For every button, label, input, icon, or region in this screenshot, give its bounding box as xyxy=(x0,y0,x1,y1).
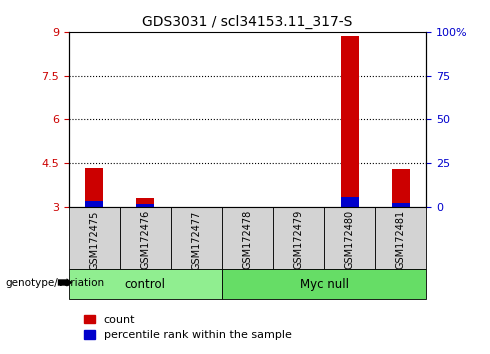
Legend: count, percentile rank within the sample: count, percentile rank within the sample xyxy=(79,310,296,345)
Text: Myc null: Myc null xyxy=(299,278,348,291)
FancyBboxPatch shape xyxy=(222,269,426,299)
Text: genotype/variation: genotype/variation xyxy=(5,278,104,288)
FancyBboxPatch shape xyxy=(120,207,171,269)
Bar xyxy=(136,198,154,207)
FancyBboxPatch shape xyxy=(273,207,324,269)
FancyBboxPatch shape xyxy=(69,269,222,299)
Bar xyxy=(85,168,103,207)
FancyBboxPatch shape xyxy=(375,207,426,269)
FancyBboxPatch shape xyxy=(69,207,120,269)
FancyBboxPatch shape xyxy=(222,207,273,269)
Text: GSM172480: GSM172480 xyxy=(344,210,355,269)
Text: GSM172479: GSM172479 xyxy=(294,210,303,269)
Text: control: control xyxy=(125,278,166,291)
FancyBboxPatch shape xyxy=(324,207,375,269)
Bar xyxy=(392,203,410,207)
Text: GSM172478: GSM172478 xyxy=(243,210,252,269)
FancyBboxPatch shape xyxy=(171,207,222,269)
Text: GSM172476: GSM172476 xyxy=(140,210,150,269)
Bar xyxy=(85,201,103,207)
Text: GSM172481: GSM172481 xyxy=(396,210,406,269)
Text: GSM172477: GSM172477 xyxy=(192,210,201,269)
Bar xyxy=(392,169,410,207)
Bar xyxy=(136,204,154,207)
Bar xyxy=(341,36,359,207)
Title: GDS3031 / scl34153.11_317-S: GDS3031 / scl34153.11_317-S xyxy=(142,15,353,29)
Bar xyxy=(341,197,359,207)
Text: GSM172475: GSM172475 xyxy=(89,210,99,269)
